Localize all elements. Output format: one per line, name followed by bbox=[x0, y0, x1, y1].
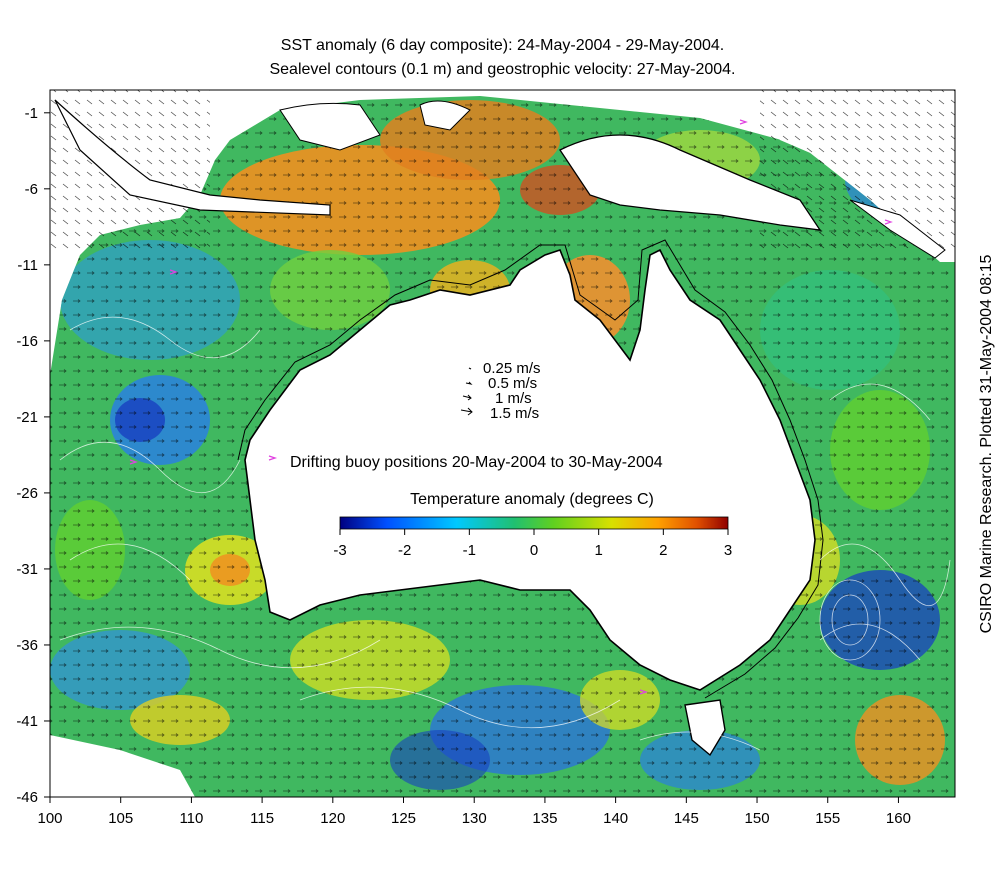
x-tick-label: 115 bbox=[250, 810, 274, 827]
colorbar bbox=[339, 516, 729, 530]
x-tick-label: 140 bbox=[603, 810, 628, 827]
velocity-legend-025: 0.25 m/s bbox=[483, 360, 541, 377]
plot-frame bbox=[49, 89, 956, 798]
x-tick-label: 120 bbox=[320, 810, 345, 827]
borneo-landmass bbox=[279, 102, 381, 151]
map-title-line-1: SST anomaly (6 day composite): 24-May-20… bbox=[280, 37, 725, 54]
x-tick-label: 135 bbox=[532, 810, 557, 827]
velocity-legend-1: 1 m/s bbox=[495, 390, 532, 407]
colorbar-tick-label: -3 bbox=[333, 542, 346, 559]
y-axis: -1 -6 -11 -16 -21 -26 -31 -36 -41 -46 bbox=[16, 105, 50, 806]
y-tick-label: -6 bbox=[25, 181, 38, 198]
colorbar-tick-label: 0 bbox=[530, 542, 538, 559]
australia-landmass bbox=[244, 248, 816, 691]
x-tick-label: 105 bbox=[108, 810, 133, 827]
velocity-legend: 0.25 m/s 0.5 m/s 1 m/s 1.5 m/s bbox=[460, 360, 541, 422]
y-tick-label: -41 bbox=[16, 713, 38, 730]
x-tick-label: 130 bbox=[462, 810, 487, 827]
y-tick-label: -31 bbox=[16, 561, 38, 578]
colorbar-tick-label: 3 bbox=[724, 542, 732, 559]
y-tick-label: -1 bbox=[25, 105, 38, 122]
credit-text: CSIRO Marine Research. Plotted 31-May-20… bbox=[978, 254, 995, 634]
new-guinea-landmass bbox=[559, 134, 822, 231]
map-title-line-2: Sealevel contours (0.1 m) and geostrophi… bbox=[269, 61, 736, 78]
indonesia-landmass bbox=[54, 99, 331, 216]
y-tick-label: -11 bbox=[17, 257, 38, 274]
x-tick-label: 100 bbox=[37, 810, 62, 827]
x-tick-label: 125 bbox=[391, 810, 416, 827]
x-tick-label: 110 bbox=[179, 810, 203, 827]
x-tick-label: 160 bbox=[886, 810, 911, 827]
y-tick-label: -21 bbox=[16, 409, 38, 426]
x-tick-label: 155 bbox=[815, 810, 840, 827]
colorbar-tick-label: 2 bbox=[659, 542, 667, 559]
y-tick-label: -46 bbox=[16, 789, 38, 806]
colorbar-tick-label: 1 bbox=[594, 542, 602, 559]
x-tick-label: 145 bbox=[674, 810, 699, 827]
x-axis: 100 105 110 115 120 125 130 135 140 145 150 155 160 bbox=[37, 797, 911, 827]
sealevel-contours bbox=[59, 316, 951, 751]
colorbar-tick-label: -2 bbox=[398, 542, 411, 559]
solomon-islands-landmass bbox=[849, 199, 946, 259]
velocity-legend-15: 1.5 m/s bbox=[490, 405, 539, 422]
buoy-positions bbox=[129, 119, 893, 695]
y-tick-label: -16 bbox=[16, 333, 38, 350]
velocity-legend-05: 0.5 m/s bbox=[488, 375, 537, 392]
y-tick-label: -26 bbox=[16, 485, 38, 502]
colorbar-title: Temperature anomaly (degrees C) bbox=[410, 491, 654, 508]
buoy-legend-label: Drifting buoy positions 20-May-2004 to 3… bbox=[290, 454, 663, 471]
y-tick-label: -36 bbox=[16, 637, 38, 654]
colorbar-tick-label: -1 bbox=[463, 542, 476, 559]
tasmania-landmass bbox=[684, 699, 726, 757]
colorbar-ticks: -3 -2 -1 0 1 2 3 bbox=[333, 529, 732, 559]
x-tick-label: 150 bbox=[745, 810, 770, 827]
sulawesi-landmass bbox=[419, 100, 471, 131]
shelf-contour bbox=[237, 239, 824, 699]
buoy-legend-marker bbox=[268, 455, 278, 461]
map-plot-area bbox=[50, 90, 955, 797]
